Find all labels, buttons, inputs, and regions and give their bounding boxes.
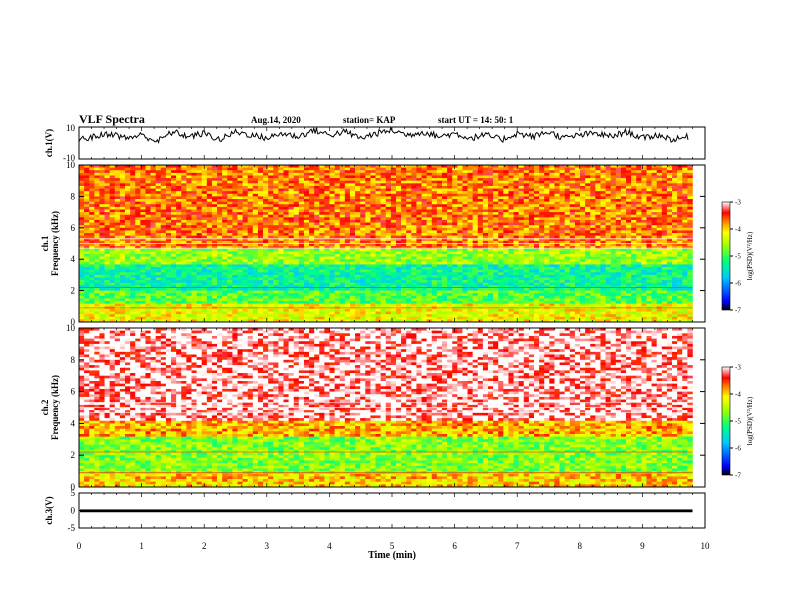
ch2-spectrogram-ylabel: Frequency (kHz) bbox=[50, 375, 60, 440]
ch1-colorbar-tick: -6 bbox=[735, 280, 741, 288]
ch2-colorbar bbox=[721, 366, 731, 476]
xaxis-label: Time (min) bbox=[368, 550, 416, 561]
xtick-label: 9 bbox=[640, 541, 645, 551]
chart-title: VLF Spectra bbox=[79, 112, 145, 126]
ch1-spectrogram-ytick-label: 8 bbox=[71, 191, 76, 201]
ch1-spectrogram-ylabel-channel: ch.1 bbox=[40, 235, 50, 251]
ch2-spectrogram-ytick-label: 0 bbox=[71, 482, 76, 492]
ch1-colorbar-tick: -5 bbox=[735, 253, 741, 261]
ch1-colorbar-label: log(PSD)(V²/Hz) bbox=[746, 231, 754, 280]
xtick-label: 10 bbox=[701, 541, 711, 551]
date-label: Aug.14, 2020 bbox=[251, 115, 301, 125]
ch1-ylabel: ch.1(V) bbox=[44, 129, 54, 157]
ch2-spectrogram-ytick-label: 8 bbox=[71, 355, 76, 365]
ch1-spectrogram-ylabel: Frequency (kHz) bbox=[50, 211, 60, 276]
ch2-colorbar-tick: -4 bbox=[735, 391, 741, 399]
ch1-spectrogram-cells bbox=[79, 165, 693, 323]
ch2-colorbar-tick: -7 bbox=[735, 472, 741, 480]
ch2-spectrogram-cells bbox=[79, 328, 693, 488]
ch2-spectrogram-ylabel-channel: ch.2 bbox=[40, 399, 50, 415]
xtick-label: 7 bbox=[515, 541, 520, 551]
ch1-colorbar-tick: -7 bbox=[735, 307, 741, 315]
ch2-spectrogram-ytick-label: 4 bbox=[71, 418, 76, 428]
xtick-label: 3 bbox=[265, 541, 270, 551]
ch1-colorbar-tick: -4 bbox=[735, 226, 741, 234]
xtick-label: 1 bbox=[139, 541, 144, 551]
ch1-ytick-label: -10 bbox=[63, 153, 75, 163]
ch2-colorbar-label: log(PSD)(V²/Hz) bbox=[746, 396, 754, 445]
xtick-label: 8 bbox=[578, 541, 583, 551]
ch1-waveform-line bbox=[78, 126, 689, 144]
start-time-label: start UT = 14: 50: 1 bbox=[438, 115, 514, 125]
ch3-waveform-band bbox=[80, 509, 693, 513]
ch2-colorbar-tick: -6 bbox=[735, 445, 741, 453]
ch2-spectrogram-ytick-label: 10 bbox=[66, 323, 76, 333]
xtick-label: 0 bbox=[77, 541, 82, 551]
ch2-spectrogram-ytick-label: 2 bbox=[71, 450, 76, 460]
ch2-colorbar-tick: -3 bbox=[735, 364, 741, 372]
xtick-label: 5 bbox=[390, 541, 395, 551]
ch1-spectrogram-ytick-label: 0 bbox=[71, 317, 76, 327]
ch1-colorbar-tick: -3 bbox=[735, 199, 741, 207]
ch3-ytick-label: 5 bbox=[71, 488, 76, 498]
ch2-spectrogram-ytick-label: 6 bbox=[71, 387, 76, 397]
xtick-label: 4 bbox=[327, 541, 332, 551]
xtick-label: 6 bbox=[452, 541, 457, 551]
ch1-spectrogram-ytick-label: 6 bbox=[71, 223, 76, 233]
ch1-spectrogram-ytick-label: 2 bbox=[71, 286, 76, 296]
ch3-ylabel: ch.3(V) bbox=[44, 496, 54, 524]
ch3-ytick-label: -5 bbox=[68, 523, 76, 533]
ch1-ytick-label: 10 bbox=[66, 123, 76, 133]
ch2-colorbar-tick: -5 bbox=[735, 418, 741, 426]
ch1-spectrogram-ytick-label: 10 bbox=[66, 160, 76, 170]
ch1-colorbar bbox=[721, 201, 731, 311]
xtick-label: 2 bbox=[202, 541, 207, 551]
station-label: station= KAP bbox=[343, 115, 396, 125]
ch3-ytick-label: 0 bbox=[71, 506, 76, 516]
ch1-spectrogram-ytick-label: 4 bbox=[71, 254, 76, 264]
